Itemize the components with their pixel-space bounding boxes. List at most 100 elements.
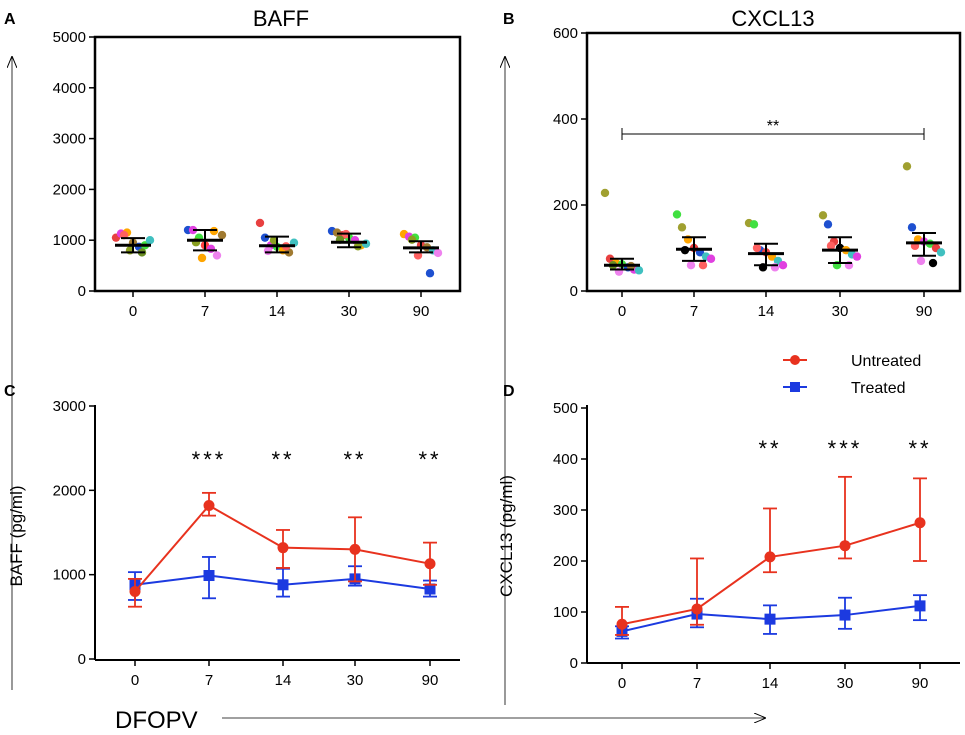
panel-a-y-tick-label: 2000 <box>53 181 86 198</box>
legend-marker-untreated <box>790 355 800 365</box>
panel-d-label: D <box>503 383 515 400</box>
panel-b-data-point <box>778 261 788 270</box>
panel-a-y-tick-label: 4000 <box>53 80 86 97</box>
panel-d-untreated-line <box>621 521 921 626</box>
legend: Untreated Treated <box>783 353 921 397</box>
panel-a-data-point <box>255 218 265 228</box>
panel-a-data-point <box>217 230 227 240</box>
panel-b-x-tick-label: 30 <box>832 303 849 320</box>
panel-a-y-tick-label: 5000 <box>53 29 86 46</box>
panel-c-y-tick-label: 2000 <box>53 482 86 499</box>
panel-c-untreated-marker <box>203 500 215 512</box>
panel-b-label: B <box>503 11 515 28</box>
panel-b-data-point <box>818 211 828 220</box>
panel-a-x-tick-label: 30 <box>341 303 358 320</box>
panel-c-y-tick-label: 1000 <box>53 567 86 584</box>
panel-b-y-tick-label: 400 <box>553 111 578 128</box>
panel-b-data-point <box>600 188 610 198</box>
panel-d-treated-marker <box>839 609 851 621</box>
panel-d-untreated-marker <box>691 603 703 615</box>
panel-c-significance-label: ** <box>418 447 441 472</box>
panel-d-y-tick-label: 100 <box>553 604 578 621</box>
panel-c-untreated-marker <box>424 558 436 570</box>
panel-a-y-tick-label: 0 <box>78 283 86 300</box>
panel-c-label: C <box>4 383 16 400</box>
panel-b-data-point <box>916 256 926 266</box>
legend-entry-treated: Treated <box>783 380 906 397</box>
panel-b-data-point <box>852 252 862 261</box>
panel-c-treated-marker <box>424 583 436 595</box>
panel-a-y-tick-label: 3000 <box>53 131 86 148</box>
panel-b-data-point <box>698 261 708 270</box>
legend-marker-treated <box>790 382 800 392</box>
panel-d-significance-label: *** <box>828 436 863 461</box>
legend-entry-untreated: Untreated <box>783 353 921 370</box>
panel-d-untreated-marker <box>764 551 776 563</box>
panel-b-plot-frame <box>585 31 962 293</box>
panel-d: D CXCL13 (pg/ml) 0 100 200 300 400 500 0 7 14 30 9… <box>497 383 960 692</box>
panel-b-x-tick-label: 14 <box>758 303 775 320</box>
panel-a-x-tick-label: 14 <box>269 303 286 320</box>
panel-d-y-tick-label: 300 <box>553 502 578 519</box>
panel-b-y-tick-label: 0 <box>570 283 578 300</box>
panel-b-data-point <box>749 220 759 229</box>
panel-c-untreated-marker <box>349 543 361 555</box>
panel-d-x-tick-label: 90 <box>912 675 929 692</box>
panel-b-x-tick-label: 7 <box>690 303 698 320</box>
panel-c-significance-label: ** <box>271 447 294 472</box>
legend-label-treated: Treated <box>851 380 906 397</box>
panel-b-data-point <box>902 162 912 171</box>
panel-b-y-tick-label: 600 <box>553 25 578 42</box>
panel-d-untreated-marker <box>839 540 851 552</box>
panel-a-title: BAFF <box>253 6 309 31</box>
panel-d-untreated-marker <box>914 517 926 529</box>
panel-c-y-tick-label: 3000 <box>53 398 86 415</box>
panel-b-data-point <box>672 210 682 219</box>
panel-d-y-tick-label: 200 <box>553 553 578 570</box>
panel-d-x-tick-label: 14 <box>762 675 779 692</box>
panel-b-significance-label: ** <box>767 118 779 135</box>
panel-a-data-point <box>206 244 216 254</box>
panel-a-data-point <box>145 236 155 245</box>
dfopv-axis-label: DFOPV <box>115 707 198 734</box>
panel-a-data-point <box>433 248 443 258</box>
panel-a: A BAFF 0 1000 2000 3000 4000 5000 0 7 14 30 90 <box>4 6 462 320</box>
panel-a-data-point <box>425 269 435 278</box>
panel-a-data-point <box>353 242 363 251</box>
panel-a-x-tick-label: 0 <box>129 303 137 320</box>
panel-c-treated-marker <box>203 570 215 582</box>
panel-d-untreated-marker <box>616 618 628 630</box>
panel-b-plot: 0 200 400 600 0 7 14 30 90 ** <box>553 25 962 320</box>
panel-a-data-point <box>212 251 222 260</box>
panel-b-y-tick-label: 200 <box>553 197 578 214</box>
panel-c-x-tick-label: 30 <box>347 672 364 689</box>
panel-b-title: CXCL13 <box>731 6 814 31</box>
panel-c-untreated-marker <box>129 586 141 598</box>
panel-b-data-point <box>907 223 917 232</box>
panel-b-data-point <box>826 241 836 251</box>
panel-c-x-tick-label: 0 <box>131 672 139 689</box>
panel-b-data-point <box>706 254 716 263</box>
panel-a-y-tick-label: 1000 <box>53 232 86 249</box>
panel-b-data-point <box>823 220 833 229</box>
panel-c-x-tick-label: 14 <box>275 672 292 689</box>
panel-d-treated-marker <box>764 613 776 625</box>
panel-d-treated-marker <box>914 600 926 612</box>
panel-a-data-point <box>260 233 270 242</box>
panel-c-y-axis-label: BAFF (pg/ml) <box>7 485 26 586</box>
panel-a-data-point <box>209 226 219 236</box>
legend-label-untreated: Untreated <box>851 353 921 370</box>
panel-c-x-tick-label: 7 <box>205 672 213 689</box>
panel-c-x-tick-label: 90 <box>422 672 439 689</box>
panel-c-treated-marker <box>277 579 289 591</box>
panel-d-x-tick-label: 7 <box>693 675 701 692</box>
panel-a-data-point <box>197 253 207 263</box>
panel-b-x-tick-label: 0 <box>618 303 626 320</box>
panel-d-significance-label: ** <box>908 436 931 461</box>
panel-d-y-tick-label: 0 <box>570 655 578 672</box>
panel-b-x-tick-label: 90 <box>916 303 933 320</box>
